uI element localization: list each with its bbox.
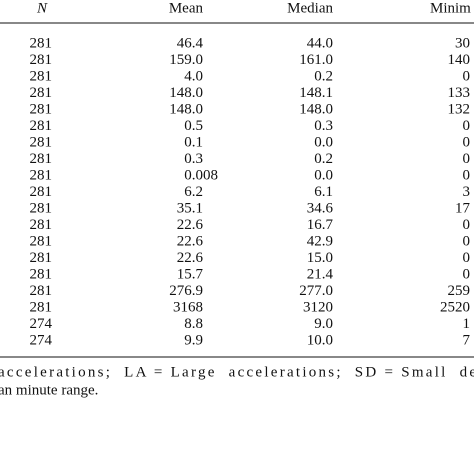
cell: 46.4: [177, 35, 204, 51]
cell: 281: [30, 184, 53, 200]
cell: 34.6: [307, 200, 334, 216]
cell: 281: [30, 200, 53, 216]
cell: 281: [30, 233, 53, 249]
cell: 8.8: [184, 316, 203, 332]
cell: 22.6: [177, 217, 204, 233]
cell: 35.1: [177, 200, 203, 216]
cell: 274: [30, 332, 53, 348]
cell: 281: [30, 167, 53, 183]
cell: 259: [448, 283, 471, 299]
cell: 276.9: [169, 283, 203, 299]
cell: 9.0: [314, 316, 333, 332]
cell: 281: [30, 217, 53, 233]
cell: 161.0: [299, 52, 333, 68]
footnote: an minute range.: [0, 382, 98, 398]
cell: 0.2: [314, 151, 333, 167]
cell: 16.7: [307, 217, 334, 233]
cell: 281: [30, 299, 53, 315]
cell: 274: [30, 316, 53, 332]
cell: 0.3: [184, 151, 203, 167]
cell: 159.0: [169, 52, 203, 68]
cell: 44.0: [307, 35, 333, 51]
cell: 281: [30, 118, 53, 134]
cell: 2520: [440, 299, 470, 315]
cell: 0: [463, 68, 471, 84]
cell: 0: [463, 250, 471, 266]
cell: 30: [455, 35, 470, 51]
cell: 0: [463, 118, 471, 134]
cell: 1: [463, 316, 471, 332]
cell: 3: [463, 184, 471, 200]
cell: 0.008: [184, 167, 218, 183]
cell: 10.0: [307, 332, 333, 348]
cell: 0.2: [314, 68, 333, 84]
cell: 0: [463, 134, 471, 150]
cell: 0.0: [314, 134, 333, 150]
cell: 15.0: [307, 250, 333, 266]
footnote: accelerations; LA = Large accelerations;…: [0, 364, 474, 380]
cell: 148.0: [169, 85, 203, 101]
cell: 281: [30, 101, 53, 117]
header-cell: Median: [287, 0, 333, 16]
cell: 281: [30, 134, 53, 150]
cell: 6.1: [314, 184, 333, 200]
cell: 42.9: [307, 233, 333, 249]
cell: 148.0: [299, 101, 333, 117]
header-cell: Mean: [169, 0, 204, 16]
cell: 7: [463, 332, 471, 348]
cell: 15.7: [177, 266, 204, 282]
cell: 0: [463, 151, 471, 167]
cell: 0.0: [314, 167, 333, 183]
cell: 140: [448, 52, 471, 68]
cell: 148.0: [169, 101, 203, 117]
cell: 281: [30, 283, 53, 299]
header-cell: N: [36, 0, 48, 16]
cell: 281: [30, 250, 53, 266]
cell: 132: [448, 101, 471, 117]
cell: 281: [30, 85, 53, 101]
cell: 3120: [303, 299, 333, 315]
cell: 0.3: [314, 118, 333, 134]
cell: 277.0: [299, 283, 333, 299]
cell: 4.0: [184, 68, 203, 84]
cell: 0.5: [184, 118, 203, 134]
cell: 281: [30, 35, 53, 51]
cell: 0: [463, 167, 471, 183]
cell: 21.4: [307, 266, 334, 282]
cell: 17: [455, 200, 471, 216]
cell: 0.1: [184, 134, 203, 150]
cell: 3168: [173, 299, 203, 315]
cell: 281: [30, 266, 53, 282]
cell: 281: [30, 52, 53, 68]
cell: 9.9: [184, 332, 203, 348]
cell: 22.6: [177, 250, 204, 266]
cell: 281: [30, 68, 53, 84]
cell: 133: [448, 85, 471, 101]
header-cell: Minim: [430, 0, 471, 16]
cell: 0: [463, 217, 471, 233]
cell: 6.2: [184, 184, 203, 200]
cell: 148.1: [299, 85, 333, 101]
cell: 22.6: [177, 233, 204, 249]
cell: 281: [30, 151, 53, 167]
cell: 0: [463, 266, 471, 282]
cell: 0: [463, 233, 471, 249]
